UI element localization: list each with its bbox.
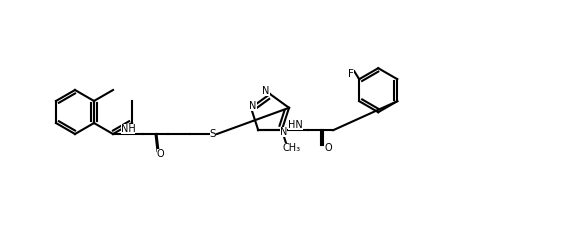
Text: NH: NH — [121, 124, 135, 134]
Text: CH₃: CH₃ — [282, 143, 301, 153]
Text: HN: HN — [288, 120, 303, 130]
Text: S: S — [210, 129, 217, 139]
Text: O: O — [325, 143, 332, 153]
Text: N: N — [280, 127, 288, 137]
Text: N: N — [249, 101, 257, 111]
Text: N: N — [262, 86, 270, 96]
Text: F: F — [348, 69, 354, 79]
Text: O: O — [156, 149, 164, 159]
